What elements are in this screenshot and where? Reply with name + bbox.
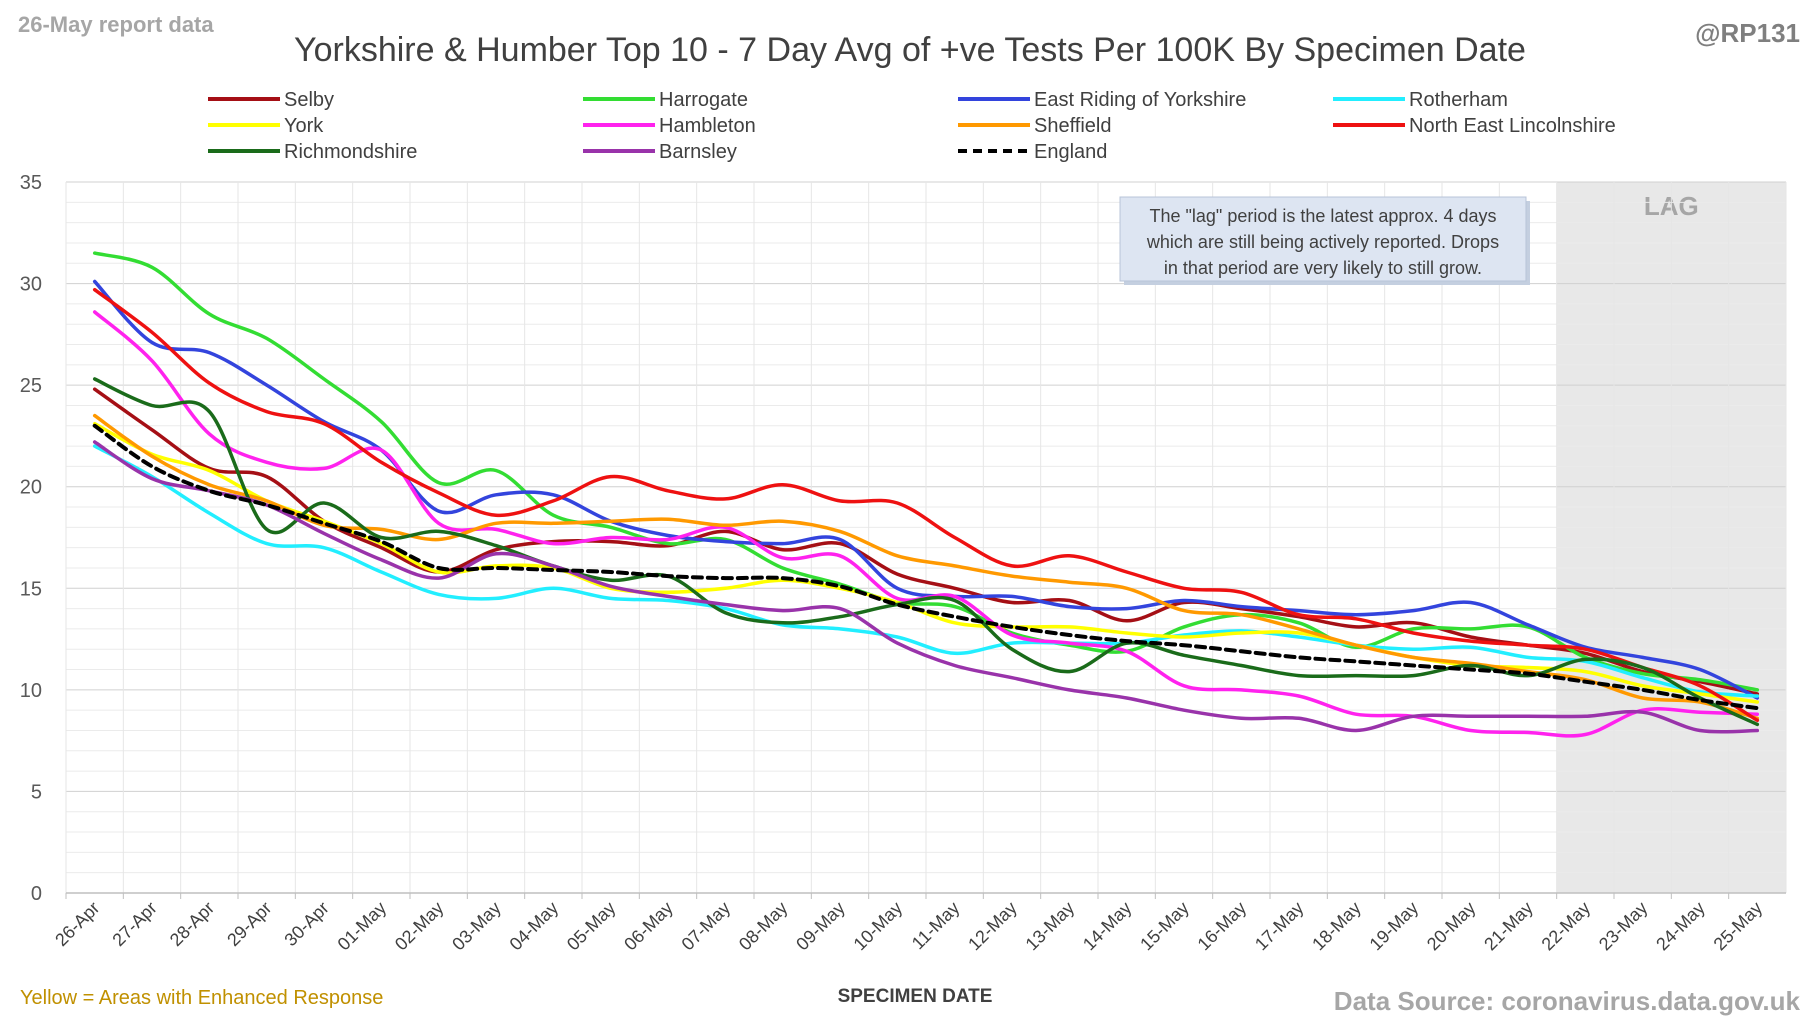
gridlines (65, 181, 1787, 894)
annotation-box: The "lag" period is the latest approx. 4… (1119, 196, 1530, 285)
x-tick-label: 24-May (1652, 898, 1709, 955)
legend-label-east-riding-of-yorkshire: East Riding of Yorkshire (1034, 89, 1246, 111)
x-tick-label: 19-May (1366, 898, 1423, 955)
annotation-line-1: The "lag" period is the latest approx. 4… (1150, 206, 1497, 226)
x-tick-label: 04-May (506, 898, 563, 955)
x-tick-label: 15-May (1136, 898, 1193, 955)
x-tick-label: 20-May (1423, 898, 1480, 955)
legend-label-hambleton: Hambleton (659, 115, 756, 137)
y-tick-label: 35 (20, 172, 42, 194)
legend-label-england: England (1034, 141, 1107, 163)
y-tick-label: 15 (20, 578, 42, 600)
y-tick-label: 20 (20, 477, 42, 499)
series-line-east-riding-of-yorkshire (92, 279, 1760, 700)
x-tick-label: 16-May (1194, 898, 1251, 955)
legend-label-barnsley: Barnsley (659, 141, 737, 163)
annotation-line-3: in that period are very likely to still … (1164, 258, 1482, 278)
axes: 0 5 10 15 20 25 30 35 26-Apr 27-Apr 28-Apr 29-Apr 30… (20, 172, 1786, 954)
x-tick-label: 09-May (792, 898, 849, 955)
footer-note: Yellow = Areas with Enhanced Response (20, 987, 383, 1009)
x-tick-label: 05-May (563, 898, 620, 955)
x-tick-label: 29-Apr (223, 898, 275, 950)
annotation-line-2: which are still being actively reported.… (1146, 232, 1499, 252)
x-tick-label: 17-May (1251, 898, 1308, 955)
report-date-label: 26-May report data (18, 12, 214, 37)
x-tick-label: 13-May (1022, 898, 1079, 955)
series-line-barnsley (92, 440, 1760, 734)
y-tick-label: 30 (20, 274, 42, 296)
legend-label-sheffield: Sheffield (1034, 115, 1111, 137)
x-tick-label: 10-May (850, 898, 907, 955)
x-tick-label: 27-Apr (108, 898, 160, 950)
series-line-england (92, 423, 1760, 711)
series-line-richmondshire (92, 377, 1760, 727)
series-lines (92, 251, 1760, 738)
x-axis-title: SPECIMEN DATE (838, 986, 993, 1007)
x-tick-label: 30-Apr (280, 898, 332, 950)
x-tick-label: 22-May (1538, 898, 1595, 955)
x-tick-label: 21-May (1480, 898, 1537, 955)
x-tick-label: 14-May (1079, 898, 1136, 955)
legend-label-rotherham: Rotherham (1409, 89, 1508, 111)
x-tick-label: 03-May (448, 898, 505, 955)
legend-label-york: York (284, 115, 324, 137)
author-handle: @RP131 (1695, 18, 1800, 48)
series-line-hambleton (92, 310, 1760, 738)
y-tick-label: 5 (31, 781, 42, 803)
x-tick-label: 18-May (1308, 898, 1365, 955)
legend-label-selby: Selby (284, 89, 334, 111)
x-tick-label: 02-May (391, 898, 448, 955)
x-tick-label: 07-May (678, 898, 735, 955)
x-tick-label: 25-May (1710, 898, 1767, 955)
legend-label-harrogate: Harrogate (659, 89, 748, 111)
x-tick-label: 08-May (735, 898, 792, 955)
data-source: Data Source: coronavirus.data.gov.uk (1334, 986, 1801, 1016)
x-tick-label: 23-May (1595, 898, 1652, 955)
y-tick-label: 0 (31, 883, 42, 905)
x-tick-label: 01-May (334, 898, 391, 955)
x-tick-label: 26-Apr (51, 898, 103, 950)
legend-label-richmondshire: Richmondshire (284, 141, 417, 163)
x-tick-label: 06-May (620, 898, 677, 955)
y-tick-label: 25 (20, 375, 42, 397)
series-line-rotherham (92, 444, 1760, 698)
legend-label-north-east-lincolnshire: North East Lincolnshire (1409, 115, 1616, 137)
legend: Selby Harrogate East Riding of Yorkshire Ro… (208, 89, 1616, 163)
x-tick-label: 28-Apr (166, 898, 218, 950)
y-tick-label: 10 (20, 680, 42, 702)
series-line-selby (92, 387, 1760, 696)
series-line-north-east-lincolnshire (92, 287, 1760, 723)
chart-title: Yorkshire & Humber Top 10 - 7 Day Avg of… (294, 31, 1526, 69)
x-tick-label: 11-May (908, 898, 964, 954)
x-tick-label: 12-May (964, 898, 1021, 955)
